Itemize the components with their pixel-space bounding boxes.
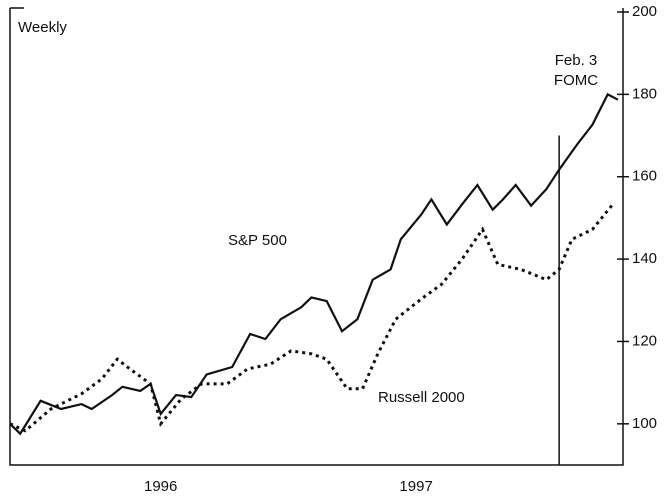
chart-title: Weekly xyxy=(18,19,67,36)
annotation-text: FOMC xyxy=(554,72,598,89)
series-label: S&P 500 xyxy=(228,232,287,249)
y-tick-label: 140 xyxy=(632,250,657,267)
series-line xyxy=(9,203,614,433)
y-tick-label: 180 xyxy=(632,85,657,102)
series-label: Russell 2000 xyxy=(378,389,465,406)
x-tick-label: 1996 xyxy=(144,478,177,495)
x-tick-label: 1997 xyxy=(399,478,432,495)
y-tick-label: 120 xyxy=(632,332,657,349)
y-tick-label: 100 xyxy=(632,415,657,432)
y-tick-label: 160 xyxy=(632,168,657,185)
frame xyxy=(9,8,624,466)
annotation-text: Feb. 3 xyxy=(555,52,598,69)
y-tick-label: 200 xyxy=(632,3,657,20)
series-line xyxy=(9,92,619,436)
